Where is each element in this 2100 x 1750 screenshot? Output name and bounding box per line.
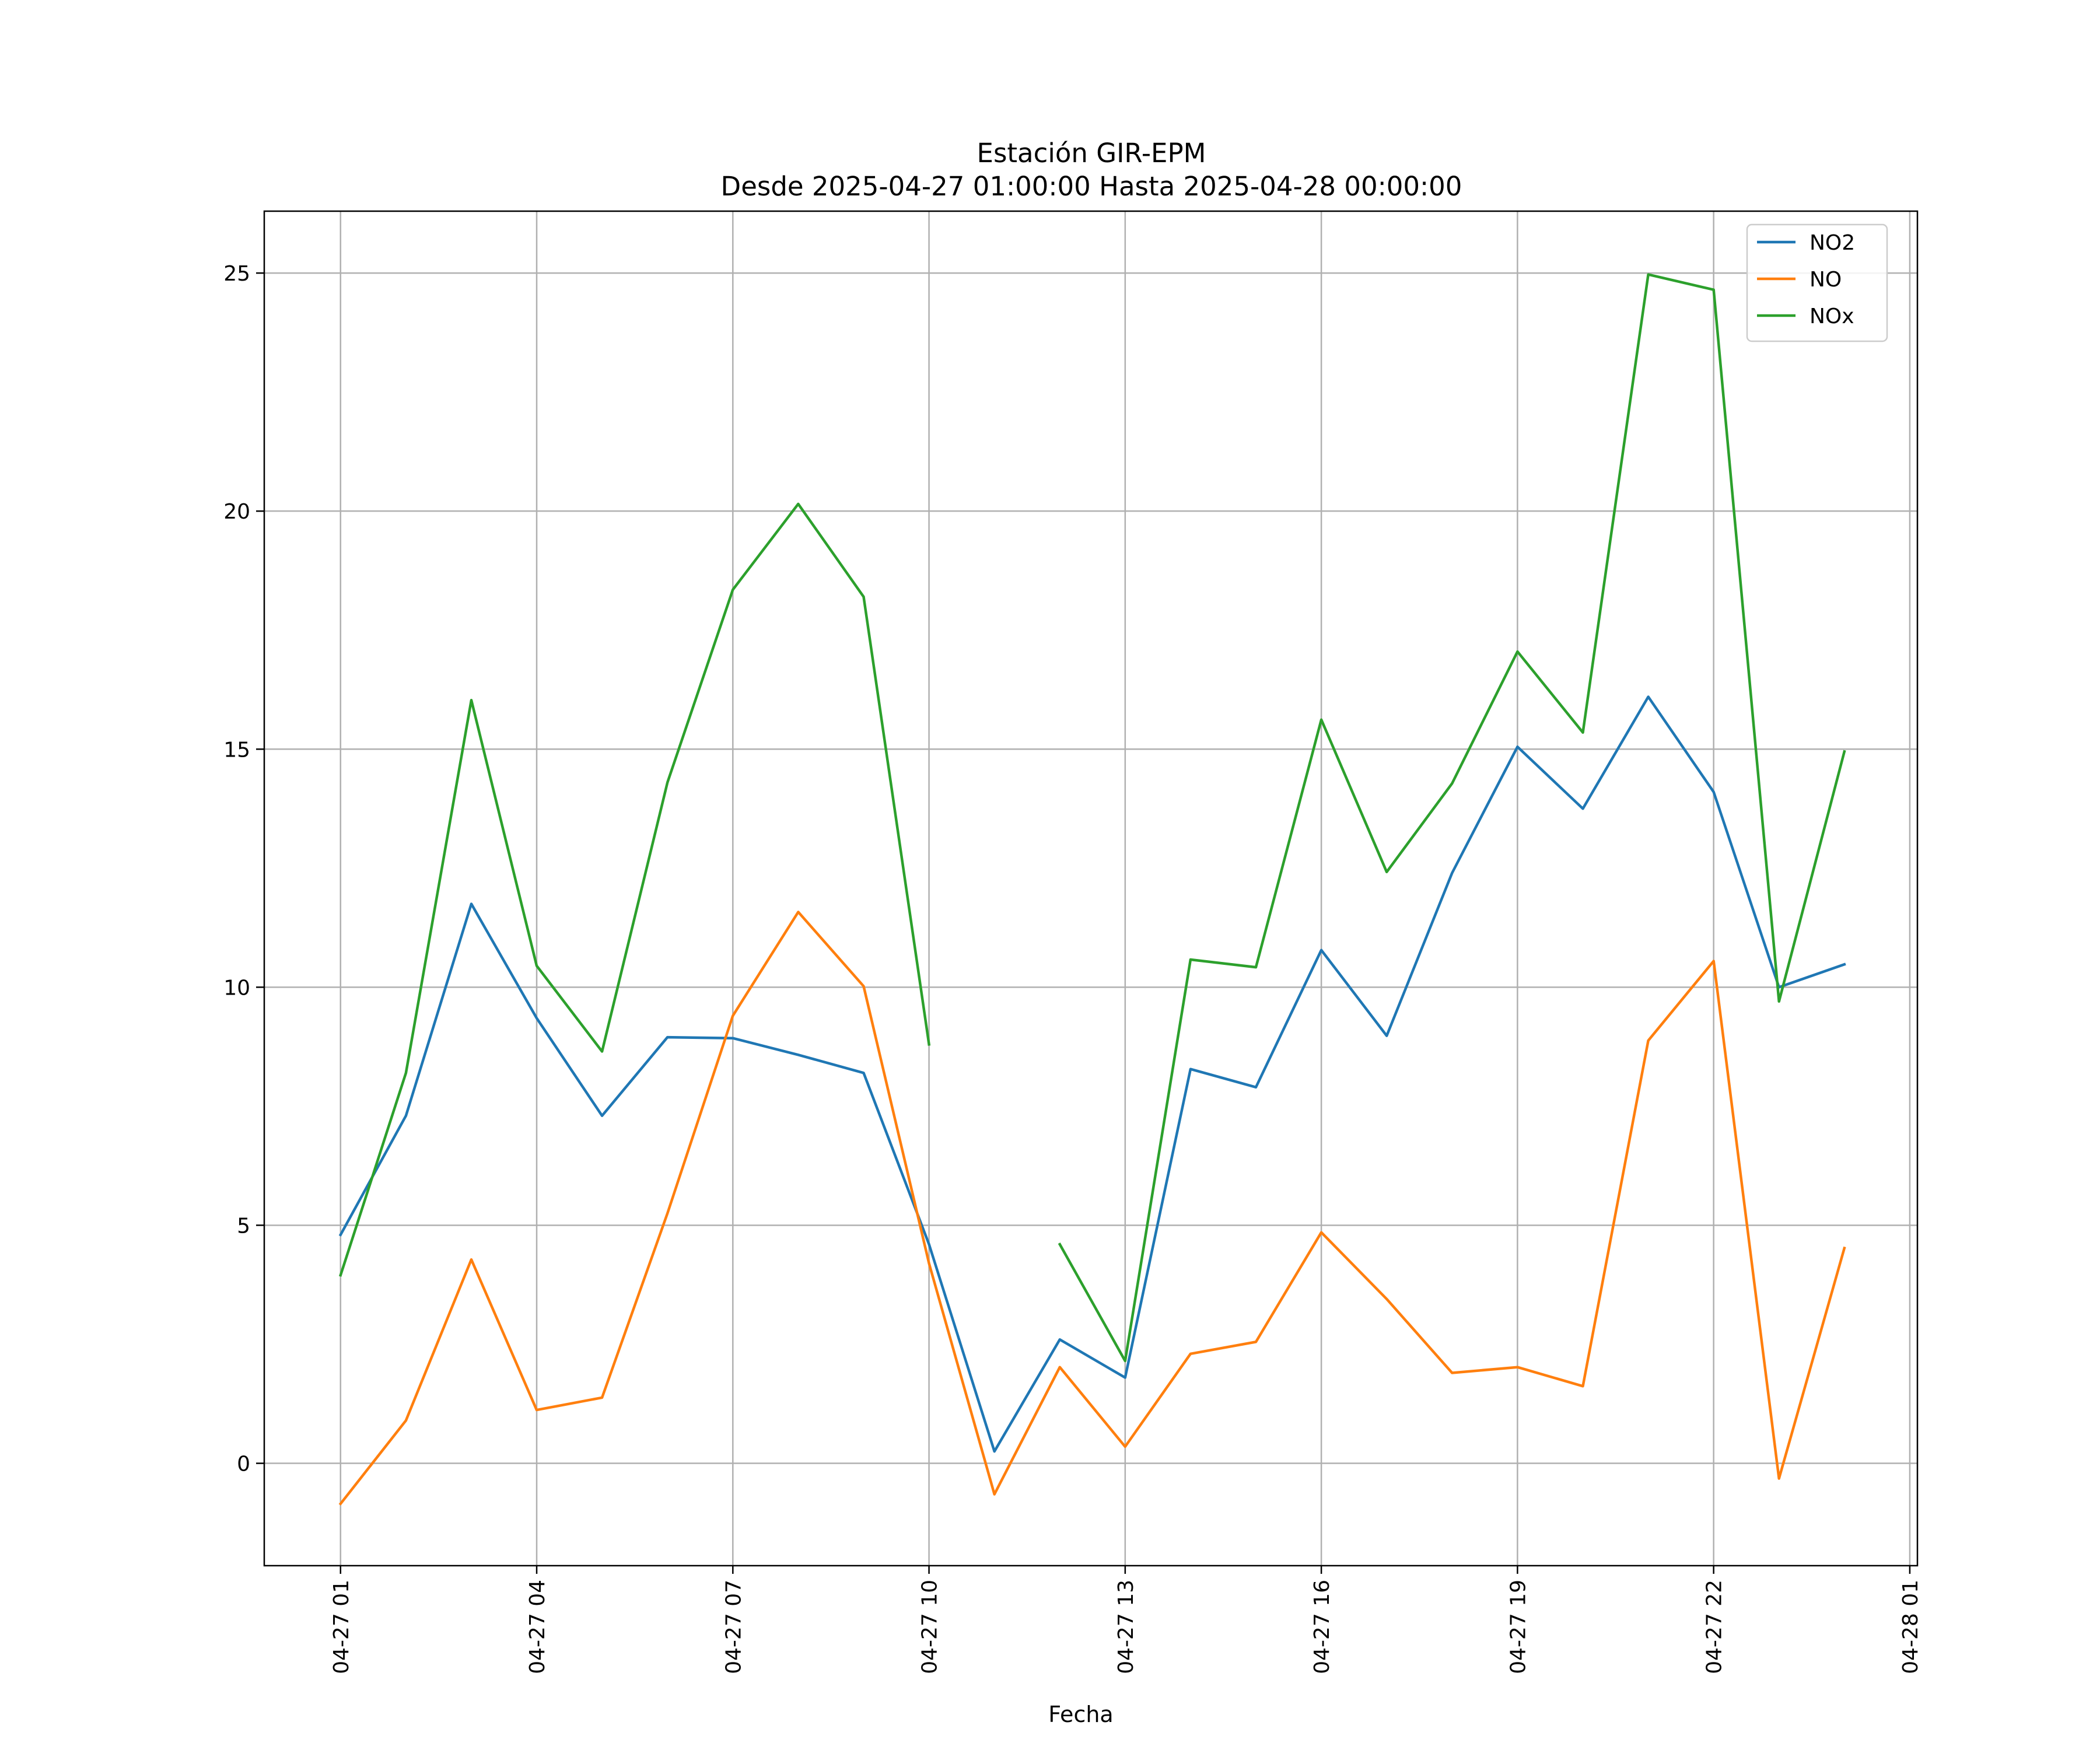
y-tick-label: 5 bbox=[237, 1214, 250, 1238]
legend: NO2 NO NOx bbox=[1746, 223, 1888, 342]
legend-box bbox=[1746, 223, 1888, 342]
x-tick-label: 04-27 16 bbox=[1310, 1580, 1334, 1674]
legend-label-no2: NO2 bbox=[1810, 231, 1855, 255]
y-tick-label: 20 bbox=[223, 500, 250, 524]
grid bbox=[264, 211, 1917, 1566]
series-lines bbox=[338, 273, 1846, 1506]
chart-title-line1: Estación GIR-EPM bbox=[977, 138, 1206, 169]
y-tick-label: 15 bbox=[223, 738, 250, 762]
series-line-no bbox=[338, 911, 1846, 1506]
y-tick-label: 25 bbox=[223, 262, 250, 286]
x-axis: 04-27 01 04-27 04 04-27 07 04-27 10 04-27 13… bbox=[330, 1566, 1923, 1674]
y-tick-label: 0 bbox=[237, 1452, 250, 1476]
x-tick-label: 04-27 07 bbox=[722, 1580, 746, 1674]
series-line-no2 bbox=[338, 695, 1846, 1453]
x-tick-label: 04-27 22 bbox=[1703, 1580, 1727, 1674]
x-axis-label: Fecha bbox=[1048, 1702, 1113, 1727]
series-line-nox bbox=[338, 502, 931, 1277]
x-tick-label: 04-27 19 bbox=[1506, 1580, 1530, 1674]
x-tick-label: 04-27 04 bbox=[526, 1580, 550, 1674]
x-tick-label: 04-27 13 bbox=[1114, 1580, 1138, 1674]
legend-label-no: NO bbox=[1810, 268, 1842, 292]
y-axis: 0 5 10 15 20 25 bbox=[223, 262, 264, 1476]
plot-frame bbox=[263, 210, 1919, 1567]
x-tick-label: 04-27 01 bbox=[330, 1580, 354, 1674]
x-tick-label: 04-28 01 bbox=[1899, 1580, 1923, 1674]
legend-label-nox: NOx bbox=[1810, 304, 1854, 328]
chart-title-line2: Desde 2025-04-27 01:00:00 Hasta 2025-04-… bbox=[721, 171, 1462, 202]
series-line-nox bbox=[1058, 273, 1846, 1363]
x-tick-label: 04-27 10 bbox=[918, 1580, 942, 1674]
y-tick-label: 10 bbox=[223, 976, 250, 1000]
